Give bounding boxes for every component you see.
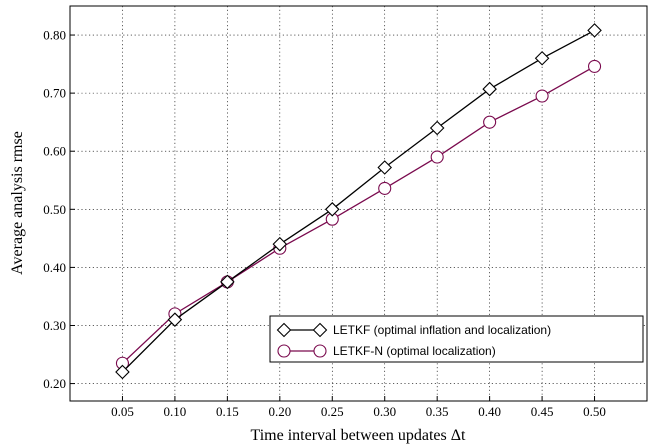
data-point-marker [430,150,444,164]
data-point-marker [534,51,550,66]
legend-item: LETKF (optimal inflation and localizatio… [276,322,551,338]
x-tick-label: 0.20 [268,404,291,419]
x-tick-label: 0.25 [321,404,344,419]
data-point-marker [220,274,235,290]
legend-items: LETKF (optimal inflation and localizatio… [276,322,551,358]
y-tick-label: 0.70 [43,86,66,101]
x-tick-label: 0.50 [583,404,606,419]
y-axis-label: Average analysis rmse [9,131,26,275]
data-point-marker [482,81,497,97]
grid-lines [70,6,647,401]
y-tick-label: 0.50 [43,202,66,217]
legend-label: LETKF (optimal inflation and localizatio… [333,323,551,337]
x-tick-label: 0.10 [164,404,187,419]
data-point-marker [115,364,130,380]
data-point-marker [377,160,393,175]
x-tick-label: 0.45 [531,404,554,419]
plot-frame [69,5,648,402]
data-point-marker [587,23,602,38]
y-tick-label: 0.30 [43,318,66,333]
data-point-marker [324,202,340,217]
legend-item: LETKF-N (optimal localization) [277,344,496,358]
legend: LETKF (optimal inflation and localizatio… [269,315,644,363]
data-point-marker [167,312,183,327]
legend-label: LETKF-N (optimal localization) [333,344,496,358]
series-line [121,29,595,373]
series-1 [115,23,602,380]
legend-box [269,315,644,363]
data-point-marker [535,89,549,103]
x-tick-label: 0.35 [426,404,449,419]
legend-marker-end [313,344,327,358]
data-point-marker [378,181,392,195]
y-tick-label: 0.20 [43,376,66,391]
y-tick-label: 0.40 [43,260,66,275]
legend-marker-start [276,322,292,338]
data-point-marker [272,236,288,252]
legend-marker-start [277,344,291,358]
y-tick-label: 0.60 [43,144,66,159]
data-point-marker [587,59,602,73]
x-tick-label: 0.30 [373,404,396,419]
x-tick-label: 0.05 [111,404,134,419]
x-tick-label: 0.15 [216,404,239,419]
legend-marker-end [312,322,328,338]
x-axis-label: Time interval between updates Δt [251,427,467,444]
series-line [122,65,595,364]
y-tick-label: 0.80 [43,28,66,43]
axis-ticks: 0.05 0.10 0.15 0.20 0.25 0.30 0.35 0.40 0.45 0.50… [43,28,606,419]
data-point-marker [483,115,497,129]
data-point-marker [429,120,445,136]
series-layer [115,23,602,380]
x-tick-label: 0.40 [478,404,501,419]
